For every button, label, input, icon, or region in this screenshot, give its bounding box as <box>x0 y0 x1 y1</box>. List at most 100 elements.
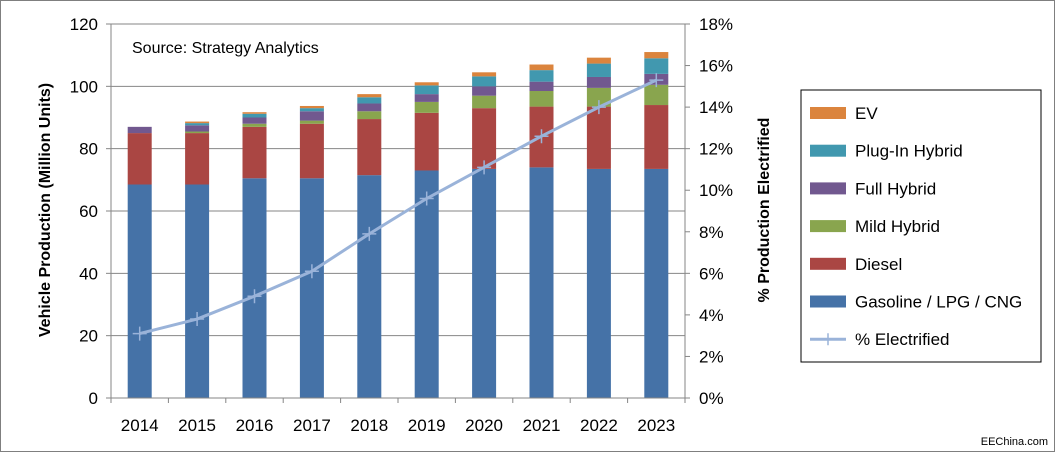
bar-diesel <box>185 133 210 185</box>
bar-full-hybrid <box>529 81 554 92</box>
bar-gasoline-lpg-cng <box>185 184 210 398</box>
y2-tick-label: 14% <box>699 98 733 117</box>
y-tick-label: 40 <box>79 264 98 283</box>
bar-plug-in-hybrid <box>586 63 611 77</box>
legend-swatch-mild-hybrid <box>810 220 846 233</box>
bar-mild-hybrid <box>414 101 439 113</box>
bar-plug-in-hybrid <box>414 85 439 95</box>
bars-layer <box>111 23 685 398</box>
bar-plug-in-hybrid <box>529 70 554 82</box>
bar-gasoline-lpg-cng <box>529 167 554 398</box>
x-tick-label: 2018 <box>350 416 388 435</box>
legend-swatch-gasoline-lpg-cng <box>810 295 846 308</box>
electrified-point-marker <box>304 264 319 279</box>
axes-layer: 0 20 40 60 80 100 120 0% 2% 4% 6% 8% 10% 12% 14% 16% 18%… <box>70 15 733 435</box>
watermark: EEChina.com <box>981 436 1048 448</box>
bar-full-hybrid <box>127 126 152 134</box>
bar-full-hybrid <box>185 125 210 132</box>
electrified-point-marker <box>362 226 377 241</box>
y-tick-label: 20 <box>79 327 98 346</box>
bar-diesel <box>127 133 152 185</box>
bar-ev <box>644 52 669 59</box>
y2-tick-label: 10% <box>699 181 733 200</box>
bar-plug-in-hybrid <box>644 58 669 74</box>
bar-gasoline-lpg-cng <box>586 168 611 398</box>
electrified-point-marker <box>591 100 606 115</box>
legend-label-gasoline-lpg-cng: Gasoline / LPG / CNG <box>855 293 1022 312</box>
legend-swatch-plug-in-hybrid <box>810 144 846 157</box>
x-tick-label: 2021 <box>523 416 561 435</box>
bar-ev <box>185 121 210 124</box>
bar-diesel <box>586 106 611 169</box>
bar-ev <box>357 94 382 98</box>
y2-tick-label: 2% <box>699 347 724 366</box>
y-tick-label: 120 <box>70 15 98 34</box>
y2-tick-label: 6% <box>699 264 724 283</box>
y-tick-label: 60 <box>79 202 98 221</box>
bar-mild-hybrid <box>644 84 669 106</box>
bar-gasoline-lpg-cng <box>127 184 152 398</box>
y-tick-label: 80 <box>79 140 98 159</box>
legend-swatch-full-hybrid <box>810 182 846 195</box>
bar-mild-hybrid <box>472 95 497 109</box>
bar-plug-in-hybrid <box>242 113 267 118</box>
x-tick-label: 2023 <box>637 416 675 435</box>
bar-plug-in-hybrid <box>185 123 210 126</box>
legend-label-mild-hybrid: Mild Hybrid <box>855 217 940 236</box>
bar-ev <box>586 57 611 64</box>
electrified-point-marker <box>534 129 549 144</box>
line-layer <box>132 73 664 341</box>
y2-tick-label: 18% <box>699 15 733 34</box>
bar-mild-hybrid <box>242 123 267 127</box>
legend-label-electrified: % Electrified <box>855 330 949 349</box>
y2-tick-label: 8% <box>699 223 724 242</box>
bar-gasoline-lpg-cng <box>644 168 669 398</box>
y2-tick-label: 0% <box>699 389 724 408</box>
bar-full-hybrid <box>472 86 497 96</box>
bar-gasoline-lpg-cng <box>299 178 324 398</box>
bar-full-hybrid <box>586 76 611 88</box>
electrified-line <box>139 78 657 336</box>
bar-ev <box>299 105 324 109</box>
legend: EV Plug-In Hybrid Full Hybrid Mild Hybrid Di… <box>800 89 1042 363</box>
bar-diesel <box>242 126 267 179</box>
legend-swatch-ev <box>810 107 846 119</box>
bar-full-hybrid <box>242 117 267 124</box>
bar-mild-hybrid <box>586 87 611 107</box>
y2-tick-label: 16% <box>699 57 733 76</box>
y2-tick-label: 4% <box>699 306 724 325</box>
bar-diesel <box>414 112 439 171</box>
bar-ev <box>242 112 267 114</box>
bar-ev <box>472 72 497 77</box>
legend-label-diesel: Diesel <box>855 255 902 274</box>
bar-gasoline-lpg-cng <box>357 175 382 398</box>
legend-marker-electrified <box>822 333 834 346</box>
bar-diesel <box>644 105 669 169</box>
x-tick-label: 2020 <box>465 416 503 435</box>
electrified-point-marker <box>649 73 664 88</box>
y-axis-label: Vehicle Production (Million Units) <box>37 83 54 337</box>
bar-diesel <box>299 123 324 179</box>
y-tick-label: 0 <box>89 389 98 408</box>
legend-label-plug-in-hybrid: Plug-In Hybrid <box>855 142 963 161</box>
x-tick-label: 2014 <box>121 416 159 435</box>
bar-gasoline-lpg-cng <box>472 168 497 398</box>
bar-mild-hybrid <box>185 131 210 134</box>
electrified-point-marker <box>477 160 492 175</box>
bar-plug-in-hybrid <box>472 76 497 87</box>
x-tick-label: 2022 <box>580 416 618 435</box>
bar-diesel <box>472 108 497 169</box>
y2-axis-label: % Production Electrified <box>756 118 773 303</box>
bar-plug-in-hybrid <box>357 97 382 104</box>
y-tick-label: 100 <box>70 77 98 96</box>
bar-gasoline-lpg-cng <box>242 178 267 398</box>
bar-full-hybrid <box>357 103 382 112</box>
bar-mild-hybrid <box>529 91 554 107</box>
bar-diesel <box>357 119 382 176</box>
x-tick-label: 2017 <box>293 416 331 435</box>
bar-full-hybrid <box>299 111 324 121</box>
electrified-point-marker <box>190 312 205 327</box>
bar-mild-hybrid <box>299 120 324 124</box>
electrified-point-marker <box>247 289 262 304</box>
